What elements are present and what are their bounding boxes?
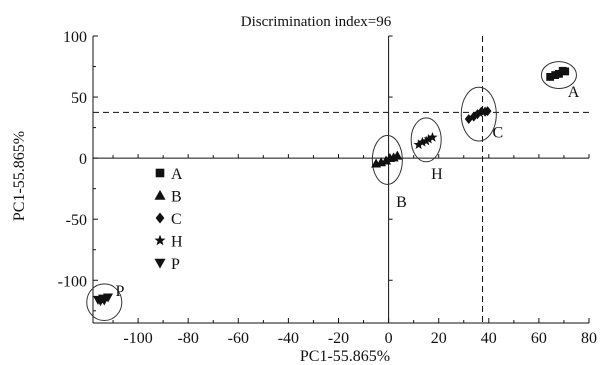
y-tick-label: 100 <box>63 29 87 46</box>
cluster-label-h: H <box>431 166 443 183</box>
cluster-label-b: B <box>396 194 407 211</box>
data-point-h <box>427 132 438 142</box>
y-axis-label: PC1-55.865% <box>11 131 28 221</box>
cluster-label-a: A <box>568 84 580 101</box>
cluster-ellipse-b <box>371 135 403 185</box>
data-point-p <box>103 293 114 303</box>
y-tick-label: -100 <box>58 273 87 290</box>
x-tick-label: 80 <box>581 330 597 347</box>
chart-title: Discrimination index=96 <box>241 14 392 30</box>
x-axis-label: PC1-55.865% <box>300 348 390 365</box>
y-tick-label: 0 <box>79 151 87 168</box>
cluster-ellipses <box>86 61 577 322</box>
cluster-ellipse-p <box>86 283 123 322</box>
x-tick-label: -40 <box>278 330 299 347</box>
x-tick-label: 60 <box>531 330 547 347</box>
axes: -100 -80 -60 -40 -20 0 20 40 60 80 -100 -50 0 50 100 <box>58 29 597 347</box>
x-tick-label: -100 <box>123 330 152 347</box>
cluster-label-p: P <box>116 283 125 300</box>
legend-label-h: H <box>171 234 183 251</box>
x-tick-label: -80 <box>178 330 199 347</box>
legend-marker-a <box>155 168 165 178</box>
cluster-label-c: C <box>493 124 504 141</box>
x-tick-label: -60 <box>228 330 249 347</box>
x-tick-label: 40 <box>481 330 497 347</box>
x-tick-label: 20 <box>431 330 447 347</box>
reference-lines <box>93 36 589 323</box>
cluster-ellipse-a <box>540 61 577 90</box>
legend-label-a: A <box>171 166 183 183</box>
legend-marker-p <box>154 258 166 269</box>
data-point-a <box>561 67 570 76</box>
y-tick-label: 50 <box>71 90 87 107</box>
cluster-ellipse-c <box>460 86 497 142</box>
legend-marker-h <box>154 234 166 246</box>
y-tick-label: -50 <box>66 212 87 229</box>
data-point-c <box>483 106 492 117</box>
legend-label-p: P <box>171 256 180 273</box>
data-points <box>93 66 570 307</box>
x-tick-label: -20 <box>328 330 349 347</box>
legend-marker-b <box>154 189 166 200</box>
legend-label-c: C <box>171 211 182 228</box>
cluster-ellipse-h <box>410 117 442 163</box>
x-tick-label: 0 <box>385 330 393 347</box>
data-point-b <box>392 150 403 160</box>
legend-label-b: B <box>171 189 182 206</box>
legend-marker-c <box>155 212 165 224</box>
